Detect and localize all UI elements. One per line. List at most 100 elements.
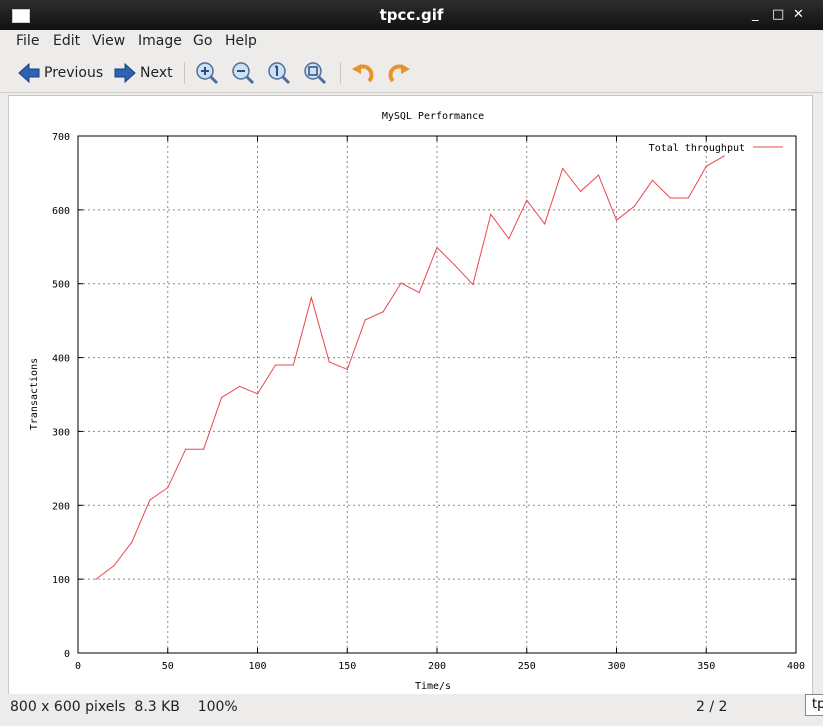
plot-frame bbox=[77, 135, 797, 654]
data-point bbox=[597, 174, 600, 176]
title-bar: tpcc.gif _ □ ✕ bbox=[0, 0, 823, 30]
previous-button[interactable]: Previous bbox=[18, 61, 103, 85]
y-axis-label: Transactions bbox=[29, 358, 40, 430]
data-point bbox=[705, 165, 707, 167]
toolbar-separator bbox=[340, 62, 341, 84]
series-total-throughput bbox=[95, 155, 725, 580]
data-point bbox=[651, 179, 654, 181]
x-tick-label: 250 bbox=[518, 661, 536, 672]
toolbar: Previous Next bbox=[0, 54, 823, 93]
data-point bbox=[185, 448, 187, 450]
rotate-left-icon bbox=[352, 64, 374, 83]
x-tick-label: 50 bbox=[162, 661, 174, 672]
data-point bbox=[472, 283, 474, 286]
data-point bbox=[454, 264, 456, 266]
data-point bbox=[562, 167, 564, 170]
zoom-fit-icon bbox=[304, 62, 327, 85]
zoom-in-button[interactable] bbox=[195, 61, 219, 85]
x-tick-label: 350 bbox=[697, 661, 715, 672]
tooltip-fragment: tp bbox=[805, 694, 823, 716]
data-point bbox=[544, 223, 546, 225]
y-tick-label: 500 bbox=[52, 280, 70, 291]
arrow-right-icon bbox=[114, 63, 136, 83]
image-info: 800 x 600 pixels 8.3 KB 100% bbox=[10, 699, 238, 715]
x-tick-label: 150 bbox=[338, 661, 356, 672]
x-tick-label: 100 bbox=[248, 661, 266, 672]
axis-ticks: 0 50 100 150 200 250 300 350 400 0 100 200 300 400 500… bbox=[52, 132, 805, 672]
data-point bbox=[274, 364, 277, 366]
data-point bbox=[203, 448, 205, 450]
zoom-normal-icon bbox=[268, 62, 291, 85]
menu-help[interactable]: Help bbox=[225, 33, 257, 49]
image-canvas: MySQL Performance Time/s Transactions 0 5… bbox=[8, 95, 813, 695]
toolbar-separator bbox=[184, 62, 185, 84]
data-point bbox=[526, 199, 528, 201]
x-tick-label: 0 bbox=[75, 661, 81, 672]
y-tick-label: 200 bbox=[52, 501, 70, 512]
data-point bbox=[669, 197, 671, 199]
close-button[interactable]: ✕ bbox=[793, 7, 804, 22]
x-tick-label: 300 bbox=[607, 661, 625, 672]
y-tick-label: 0 bbox=[64, 649, 70, 660]
data-point bbox=[382, 311, 384, 313]
window-icon bbox=[12, 9, 30, 23]
rotate-right-icon bbox=[388, 64, 410, 83]
grid bbox=[78, 136, 796, 653]
data-point bbox=[400, 282, 402, 284]
data-points bbox=[95, 155, 725, 580]
zoom-fit-button[interactable] bbox=[303, 61, 327, 85]
data-point bbox=[490, 213, 492, 215]
data-point bbox=[221, 396, 223, 399]
data-point bbox=[633, 205, 636, 207]
data-point bbox=[508, 238, 510, 240]
menu-go[interactable]: Go bbox=[193, 33, 213, 49]
data-point bbox=[580, 190, 582, 192]
data-point bbox=[256, 393, 259, 395]
data-point bbox=[113, 565, 115, 567]
menu-view[interactable]: View bbox=[92, 33, 126, 49]
zoom-out-button[interactable] bbox=[231, 61, 255, 85]
menu-bar: File Edit View Image Go Help bbox=[0, 30, 823, 54]
y-tick-label: 300 bbox=[52, 427, 70, 438]
menu-edit[interactable]: Edit bbox=[53, 33, 81, 49]
menu-image[interactable]: Image bbox=[138, 33, 182, 49]
rotate-right-button[interactable] bbox=[387, 61, 411, 85]
line-chart: MySQL Performance Time/s Transactions 0 5… bbox=[29, 111, 805, 692]
data-point bbox=[687, 197, 689, 199]
x-axis-label: Time/s bbox=[415, 681, 451, 692]
page-indicator: 2 / 2 bbox=[696, 699, 728, 715]
data-point bbox=[167, 486, 169, 489]
zoom-normal-button[interactable] bbox=[267, 61, 291, 85]
chart-title: MySQL Performance bbox=[382, 111, 484, 122]
y-tick-label: 600 bbox=[52, 206, 70, 217]
data-point bbox=[436, 246, 438, 249]
data-point bbox=[95, 578, 97, 580]
x-tick-label: 200 bbox=[428, 661, 446, 672]
y-tick-label: 100 bbox=[52, 575, 70, 586]
menu-file[interactable]: File bbox=[16, 33, 40, 49]
zoom-out-icon bbox=[232, 62, 255, 85]
next-button[interactable]: Next bbox=[114, 61, 173, 85]
data-point bbox=[328, 361, 330, 363]
window-title: tpcc.gif bbox=[379, 6, 444, 24]
data-point bbox=[131, 541, 133, 543]
next-label: Next bbox=[140, 65, 173, 81]
status-bar: 800 x 600 pixels 8.3 KB 100% 2 / 2 bbox=[0, 694, 823, 726]
data-point bbox=[149, 499, 151, 501]
data-point bbox=[364, 319, 366, 321]
data-point bbox=[418, 291, 420, 294]
data-point bbox=[723, 155, 725, 157]
x-tick-label: 400 bbox=[787, 661, 805, 672]
data-point bbox=[238, 385, 241, 387]
minimize-button[interactable]: _ bbox=[752, 7, 759, 22]
data-point bbox=[292, 364, 294, 366]
rotate-left-button[interactable] bbox=[351, 61, 375, 85]
legend-label: Total throughput bbox=[649, 143, 745, 154]
y-tick-label: 400 bbox=[52, 354, 70, 365]
data-point bbox=[346, 368, 348, 370]
y-tick-label: 700 bbox=[52, 132, 70, 143]
arrow-left-icon bbox=[18, 63, 40, 83]
data-point bbox=[615, 219, 618, 221]
data-point bbox=[310, 297, 312, 299]
maximize-button[interactable]: □ bbox=[772, 7, 785, 22]
